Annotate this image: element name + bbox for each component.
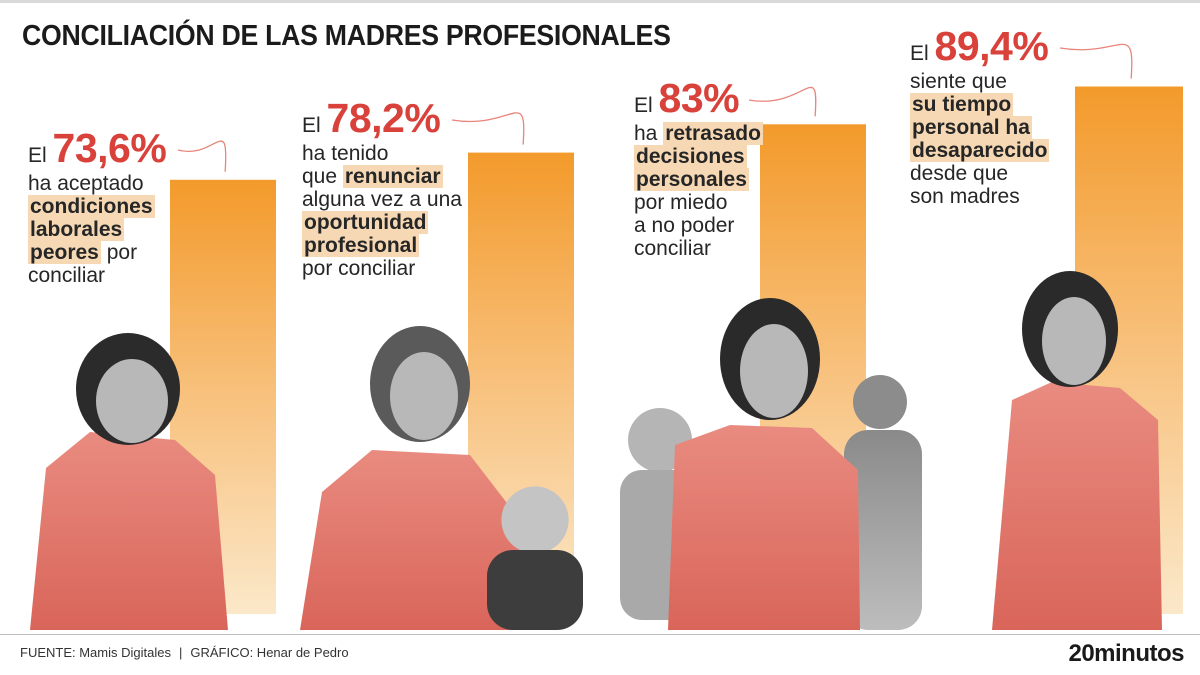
face <box>96 359 168 443</box>
highlight-text: decisiones <box>634 145 747 168</box>
annotation-prefix: El <box>910 42 935 65</box>
annotation-line: ha tenido <box>302 142 462 165</box>
face <box>390 352 458 440</box>
annotation-text: por <box>100 241 138 264</box>
annotation-3: El 83% ha retrasado decisiones personales po… <box>634 78 763 260</box>
child-body <box>487 550 583 630</box>
highlight-text: retrasado <box>663 122 763 145</box>
annotation-text: por conciliar <box>302 257 416 280</box>
annotation-line: ha retrasado <box>634 122 763 145</box>
highlight-text: oportunidad <box>302 211 429 234</box>
photo-mother-1 <box>30 333 228 630</box>
annotation-line: su tiempo <box>910 93 1049 116</box>
annotation-line: a no poder <box>634 214 763 237</box>
connector-line-1 <box>177 140 227 172</box>
annotation-2: El 78,2% ha tenido que renunciar alguna vez… <box>302 98 462 280</box>
annotation-text: ha aceptado <box>28 172 144 195</box>
annotation-text: por miedo <box>634 191 728 214</box>
annotation-text: siente que <box>910 70 1007 93</box>
connector-line-3 <box>748 86 817 117</box>
mother-body <box>300 450 540 630</box>
annotation-text: conciliar <box>634 237 712 260</box>
child-head <box>501 486 569 554</box>
annotation-line: desde que <box>910 162 1049 185</box>
face <box>740 324 808 418</box>
value-label: 73,6% <box>52 125 167 171</box>
annotation-1: El 73,6% ha aceptado condiciones laborales p… <box>28 125 167 287</box>
annotation-text: alguna vez a una <box>302 188 462 211</box>
mother-body <box>30 432 228 630</box>
highlight-text: personales <box>634 168 749 191</box>
annotation-line: por miedo <box>634 191 763 214</box>
value-label: 78,2% <box>326 95 441 141</box>
annotation-text: que <box>302 165 343 188</box>
annotation-line: siente que <box>910 70 1049 93</box>
annotation-line: por conciliar <box>302 257 462 280</box>
annotation-text: a no poder <box>634 214 735 237</box>
mother-body <box>992 382 1162 630</box>
annotation-text: desde que <box>910 162 1009 185</box>
annotation-text: conciliar <box>28 264 106 287</box>
photo-mother-2 <box>300 326 583 630</box>
value-label: 89,4% <box>934 23 1049 69</box>
highlight-text: profesional <box>302 234 420 257</box>
annotation-line: son madres <box>910 185 1049 208</box>
child-body <box>844 430 922 630</box>
annotation-text: ha <box>634 122 664 145</box>
chart-title: CONCILIACIÓN DE LAS MADRES PROFESIONALES <box>22 20 671 52</box>
mother-body <box>668 425 860 630</box>
highlight-text: peores <box>28 241 101 264</box>
annotation-line: oportunidad <box>302 211 462 234</box>
annotation-text: ha tenido <box>302 142 389 165</box>
highlight-text: su tiempo <box>910 93 1014 116</box>
highlight-text: renunciar <box>342 165 443 188</box>
annotation-line: personal ha <box>910 116 1049 139</box>
footer-credit: GRÁFICO: Henar de Pedro <box>190 645 349 660</box>
annotation-line: decisiones <box>634 145 763 168</box>
footer-separator: | <box>178 645 183 660</box>
photo-mother-4 <box>992 271 1162 630</box>
brand-logo: 20minutos <box>1068 640 1184 667</box>
child-head <box>853 375 907 429</box>
highlight-text: laborales <box>28 218 125 241</box>
annotation-prefix: El <box>28 144 53 167</box>
annotation-4: El 89,4% siente que su tiempo personal ha de… <box>910 26 1050 208</box>
annotation-line: personales <box>634 168 763 191</box>
connector-line-2 <box>451 112 525 145</box>
annotation-headline: El 73,6% <box>28 125 167 172</box>
annotation-line: conciliar <box>28 264 166 287</box>
annotation-headline: El 83% <box>634 78 763 122</box>
annotation-line: profesional <box>302 234 462 257</box>
annotation-prefix: El <box>302 114 327 137</box>
annotation-headline: El 78,2% <box>302 98 462 142</box>
footer: FUENTE: Mamis Digitales | GRÁFICO: Henar d… <box>20 645 349 660</box>
annotation-line: desaparecido <box>910 139 1050 162</box>
annotation-line: condiciones <box>28 195 166 218</box>
annotation-line: que renunciar <box>302 165 462 188</box>
footer-rule <box>0 634 1200 635</box>
highlight-text: condiciones <box>28 195 155 218</box>
annotation-line: conciliar <box>634 237 763 260</box>
annotation-line: peores por <box>28 241 166 264</box>
highlight-text: desaparecido <box>910 139 1050 162</box>
annotation-line: ha aceptado <box>28 172 166 195</box>
photo-mother-3 <box>620 298 922 630</box>
face <box>1042 297 1106 385</box>
footer-source: FUENTE: Mamis Digitales <box>20 645 171 660</box>
top-rule <box>0 0 1200 3</box>
annotation-headline: El 89,4% <box>910 26 1049 70</box>
annotation-text: son madres <box>910 185 1020 208</box>
annotation-line: laborales <box>28 218 166 241</box>
annotation-prefix: El <box>634 94 659 117</box>
annotation-line: alguna vez a una <box>302 188 462 211</box>
value-label: 83% <box>658 75 740 121</box>
connector-line-4 <box>1059 43 1133 79</box>
highlight-text: personal ha <box>910 116 1032 139</box>
